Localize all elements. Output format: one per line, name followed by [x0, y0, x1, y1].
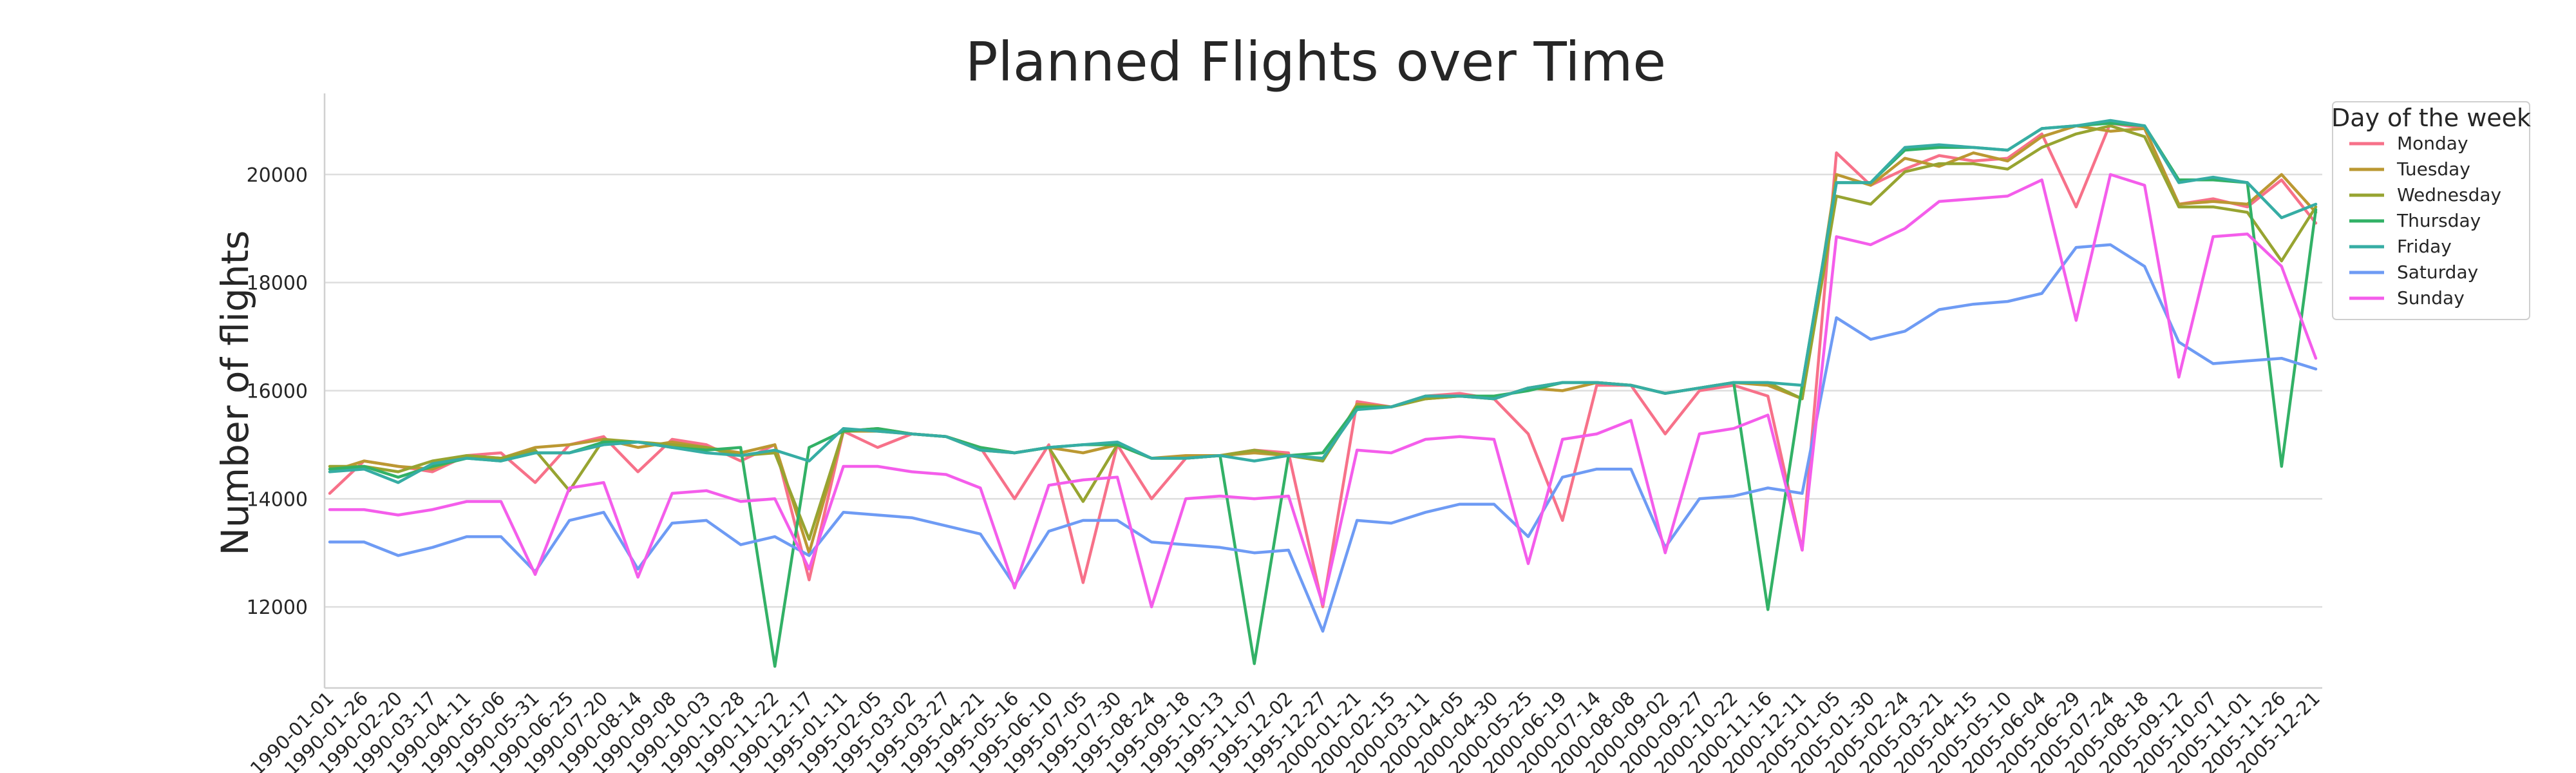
x-tick-labels: 1990-01-011990-01-261990-02-201990-03-17… [246, 687, 2324, 773]
legend-frame [2332, 101, 2530, 320]
series-line-thursday [328, 121, 2318, 668]
y-tick-label: 18000 [247, 272, 308, 295]
series-lines [328, 119, 2318, 668]
series-line-wednesday [328, 124, 2318, 541]
legend-label-friday: Friday [2397, 236, 2452, 257]
series-line-friday [328, 119, 2318, 484]
legend-label-saturday: Saturday [2397, 262, 2478, 283]
legend-title: Day of the week [2331, 104, 2531, 132]
legend-label-sunday: Sunday [2397, 287, 2465, 309]
gridlines [325, 173, 2322, 608]
series-line-sunday [328, 173, 2318, 609]
y-axis-label: Number of flights [213, 231, 257, 556]
legend: Day of the week Monday Tuesday Wednesday Th… [2331, 101, 2531, 320]
y-tick-label: 12000 [247, 596, 308, 619]
legend-label-wednesday: Wednesday [2397, 184, 2501, 205]
series-line-saturday [328, 243, 2318, 633]
y-tick-label: 20000 [247, 164, 308, 187]
y-tick-label: 14000 [247, 488, 308, 511]
legend-items: Monday Tuesday Wednesday Thursday Friday Satu… [2349, 133, 2501, 309]
y-tick-labels: 12000 14000 16000 18000 20000 [247, 164, 308, 619]
chart-title: Planned Flights over Time [965, 30, 1666, 93]
y-tick-label: 16000 [247, 381, 308, 403]
legend-label-thursday: Thursday [2396, 210, 2481, 231]
legend-label-tuesday: Tuesday [2396, 158, 2470, 180]
series-line-monday [328, 121, 2318, 609]
legend-label-monday: Monday [2397, 133, 2468, 154]
